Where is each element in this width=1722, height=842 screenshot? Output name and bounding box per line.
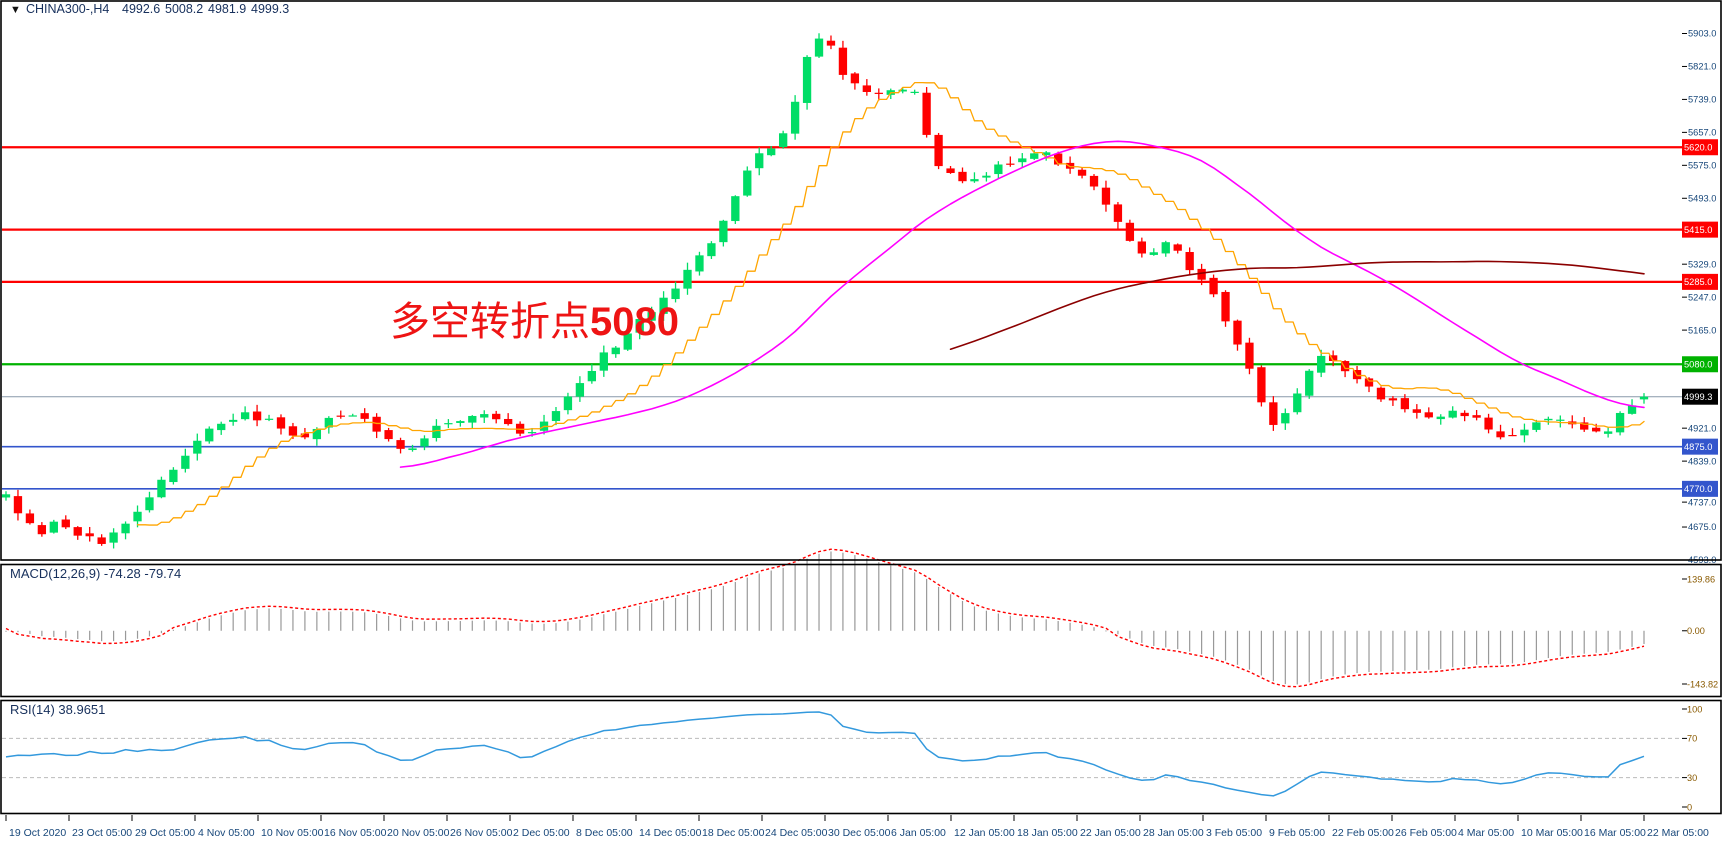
svg-text:100: 100 [1687, 704, 1702, 714]
svg-text:9 Feb 05:00: 9 Feb 05:00 [1269, 827, 1325, 839]
svg-text:5247.0: 5247.0 [1688, 292, 1716, 302]
svg-text:4 Mar 05:00: 4 Mar 05:00 [1458, 827, 1514, 839]
svg-text:18 Dec 05:00: 18 Dec 05:00 [702, 827, 765, 839]
svg-text:4737.0: 4737.0 [1688, 497, 1716, 507]
svg-text:▼: ▼ [10, 4, 21, 16]
svg-text:0: 0 [1687, 802, 1692, 812]
svg-text:5620.0: 5620.0 [1684, 142, 1712, 152]
svg-text:5080.0: 5080.0 [1684, 359, 1712, 369]
svg-text:70: 70 [1687, 734, 1697, 744]
svg-text:4839.0: 4839.0 [1688, 456, 1716, 466]
svg-text:5165.0: 5165.0 [1688, 325, 1716, 335]
svg-text:28 Jan 05:00: 28 Jan 05:00 [1143, 827, 1204, 839]
svg-text:3 Feb 05:00: 3 Feb 05:00 [1206, 827, 1262, 839]
svg-text:5739.0: 5739.0 [1688, 95, 1716, 105]
svg-text:5903.0: 5903.0 [1688, 29, 1716, 39]
svg-text:4981.9: 4981.9 [208, 2, 246, 16]
svg-text:4921.0: 4921.0 [1688, 423, 1716, 433]
svg-text:4999.3: 4999.3 [251, 2, 289, 16]
svg-text:18 Jan 05:00: 18 Jan 05:00 [1017, 827, 1078, 839]
svg-text:5657.0: 5657.0 [1688, 128, 1716, 138]
svg-text:16 Nov 05:00: 16 Nov 05:00 [324, 827, 387, 839]
svg-text:2 Dec 05:00: 2 Dec 05:00 [513, 827, 570, 839]
svg-text:MACD(12,26,9) -74.28 -79.74: MACD(12,26,9) -74.28 -79.74 [10, 566, 181, 581]
svg-text:6 Jan 05:00: 6 Jan 05:00 [891, 827, 946, 839]
svg-text:10 Mar 05:00: 10 Mar 05:00 [1521, 827, 1583, 839]
svg-text:5008.2: 5008.2 [165, 2, 203, 16]
svg-text:多空转折点5080: 多空转折点5080 [390, 300, 679, 344]
svg-text:26 Nov 05:00: 26 Nov 05:00 [450, 827, 513, 839]
svg-text:8 Dec 05:00: 8 Dec 05:00 [576, 827, 633, 839]
svg-text:22 Mar 05:00: 22 Mar 05:00 [1647, 827, 1709, 839]
svg-text:4770.0: 4770.0 [1684, 484, 1712, 494]
svg-text:0.00: 0.00 [1687, 626, 1705, 636]
svg-text:-143.82: -143.82 [1687, 679, 1718, 689]
svg-text:5415.0: 5415.0 [1684, 225, 1712, 235]
svg-text:20 Nov 05:00: 20 Nov 05:00 [387, 827, 450, 839]
svg-text:12 Jan 05:00: 12 Jan 05:00 [954, 827, 1015, 839]
svg-text:4999.3: 4999.3 [1684, 392, 1712, 402]
svg-text:22 Jan 05:00: 22 Jan 05:00 [1080, 827, 1141, 839]
svg-text:22 Feb 05:00: 22 Feb 05:00 [1332, 827, 1394, 839]
svg-text:5285.0: 5285.0 [1684, 277, 1712, 287]
svg-text:26 Feb 05:00: 26 Feb 05:00 [1395, 827, 1457, 839]
svg-text:5821.0: 5821.0 [1688, 62, 1716, 72]
svg-text:RSI(14) 38.9651: RSI(14) 38.9651 [10, 702, 105, 717]
svg-text:4875.0: 4875.0 [1684, 442, 1712, 452]
svg-text:5329.0: 5329.0 [1688, 259, 1716, 269]
svg-text:29 Oct 05:00: 29 Oct 05:00 [135, 827, 195, 839]
svg-text:10 Nov 05:00: 10 Nov 05:00 [261, 827, 324, 839]
svg-text:24 Dec 05:00: 24 Dec 05:00 [765, 827, 828, 839]
svg-text:CHINA300-,H4: CHINA300-,H4 [26, 2, 109, 16]
svg-text:4992.6: 4992.6 [122, 2, 160, 16]
svg-text:4 Nov 05:00: 4 Nov 05:00 [198, 827, 255, 839]
svg-text:139.86: 139.86 [1687, 574, 1715, 584]
svg-text:14 Dec 05:00: 14 Dec 05:00 [639, 827, 702, 839]
svg-text:16 Mar 05:00: 16 Mar 05:00 [1584, 827, 1646, 839]
svg-text:4675.0: 4675.0 [1688, 522, 1716, 532]
svg-text:19 Oct 2020: 19 Oct 2020 [9, 827, 66, 839]
svg-text:30: 30 [1687, 773, 1697, 783]
svg-text:23 Oct 05:00: 23 Oct 05:00 [72, 827, 132, 839]
svg-text:5493.0: 5493.0 [1688, 193, 1716, 203]
svg-text:30 Dec 05:00: 30 Dec 05:00 [828, 827, 891, 839]
svg-text:5575.0: 5575.0 [1688, 161, 1716, 171]
